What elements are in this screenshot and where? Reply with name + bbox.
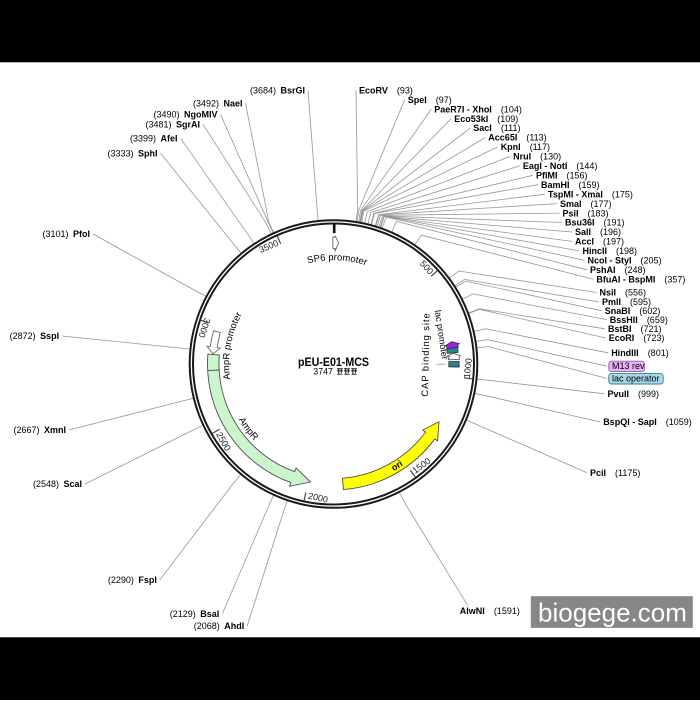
svg-text:pEU-E01-MCS: pEU-E01-MCS bbox=[298, 355, 369, 369]
svg-text:CAP binding site: CAP binding site bbox=[420, 312, 432, 397]
svg-text:SmaI (177): SmaI (177) bbox=[560, 199, 612, 209]
svg-text:HindIII (801): HindIII (801) bbox=[611, 348, 669, 358]
svg-text:(3684) BsrGI: (3684) BsrGI bbox=[250, 86, 305, 96]
svg-text:3747: 3747 bbox=[313, 366, 333, 376]
svg-text:(2129) BsaI: (2129) BsaI bbox=[170, 609, 220, 619]
svg-text:(3399) AfeI: (3399) AfeI bbox=[130, 134, 178, 144]
svg-text:M13 rev: M13 rev bbox=[612, 361, 645, 371]
svg-text:BamHI (159): BamHI (159) bbox=[541, 180, 600, 190]
svg-text:EagI - NotI (144): EagI - NotI (144) bbox=[523, 161, 598, 171]
svg-text:(3481) SgrAI: (3481) SgrAI bbox=[145, 120, 200, 130]
svg-text:EcoRV (93): EcoRV (93) bbox=[359, 85, 413, 95]
svg-text:EcoRI (723): EcoRI (723) bbox=[609, 333, 665, 343]
svg-text:(2548) ScaI: (2548) ScaI bbox=[33, 479, 82, 489]
svg-text:1000: 1000 bbox=[462, 358, 474, 379]
svg-text:NcoI - StyI (205): NcoI - StyI (205) bbox=[588, 256, 662, 266]
svg-text:(2290) FspI: (2290) FspI bbox=[108, 575, 157, 585]
svg-text:PciI (1175): PciI (1175) bbox=[590, 468, 640, 478]
svg-text:(3492) NaeI: (3492) NaeI bbox=[193, 99, 243, 109]
svg-text:(3101) PfoI: (3101) PfoI bbox=[42, 229, 90, 239]
svg-text:lac operator: lac operator bbox=[612, 374, 660, 384]
svg-text:(3333) SphI: (3333) SphI bbox=[107, 149, 157, 159]
svg-text:(2667) XmnI: (2667) XmnI bbox=[13, 425, 66, 435]
svg-text:(2068) AhdI: (2068) AhdI bbox=[194, 621, 245, 631]
svg-text:(3490) NgoMIV: (3490) NgoMIV bbox=[153, 110, 217, 120]
svg-text:PvuII (999): PvuII (999) bbox=[608, 389, 660, 399]
svg-text:AccI (197): AccI (197) bbox=[575, 237, 624, 247]
svg-text:NsiI (556): NsiI (556) bbox=[600, 288, 647, 298]
svg-text:(2872) SspI: (2872) SspI bbox=[10, 331, 60, 341]
svg-text:AlwNI (1591): AlwNI (1591) bbox=[460, 606, 520, 616]
svg-text:Bsu36I (191): Bsu36I (191) bbox=[565, 218, 625, 228]
svg-text:KpnI (117): KpnI (117) bbox=[501, 142, 550, 152]
svg-text:biogege.com: biogege.com bbox=[538, 597, 687, 627]
svg-text:PaeR7I - XhoI (104): PaeR7I - XhoI (104) bbox=[434, 104, 522, 114]
svg-text:BspQI - SapI (1059): BspQI - SapI (1059) bbox=[603, 417, 692, 427]
svg-text:SacI (111): SacI (111) bbox=[473, 123, 520, 133]
svg-text:BfuAI - BspMI (357): BfuAI - BspMI (357) bbox=[596, 274, 685, 284]
